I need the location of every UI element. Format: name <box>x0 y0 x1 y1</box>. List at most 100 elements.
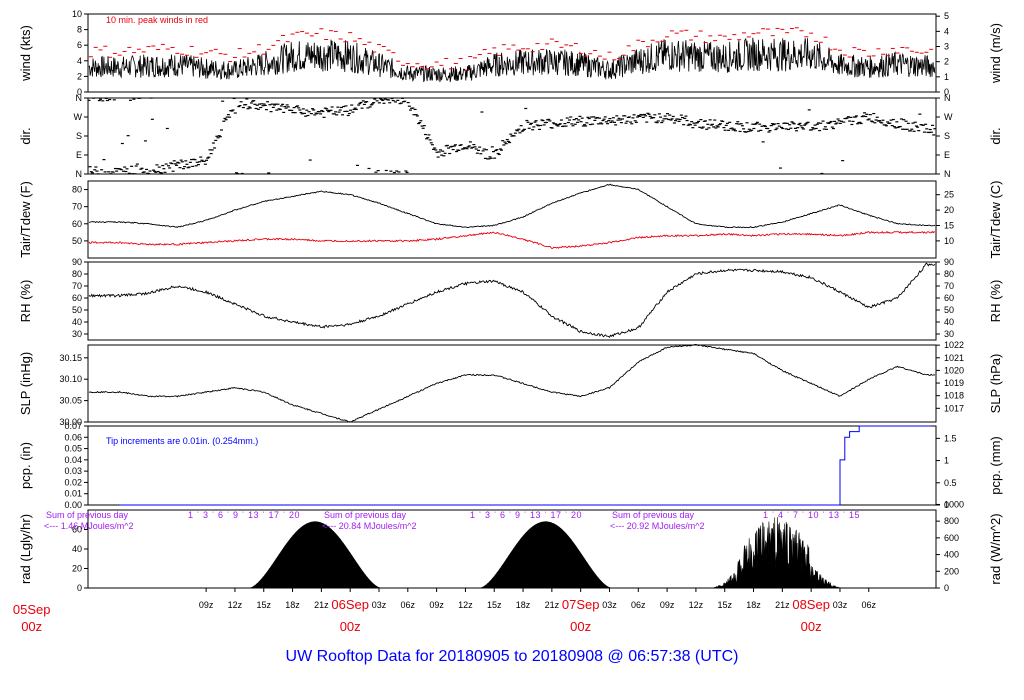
temp-right-ticklabel: 20 <box>944 205 954 215</box>
pcp-left-ticklabel: 0.02 <box>64 477 82 487</box>
rad-day-area-0 <box>249 521 381 589</box>
rad-left-ticklabel: 20 <box>72 564 82 574</box>
slp-left-ticklabel: 30.10 <box>59 374 82 384</box>
rad-day-area-2 <box>711 517 842 589</box>
temp-ylabel-left: Tair/Tdew (F) <box>18 181 33 258</box>
time-hour-label: 12z <box>228 600 243 610</box>
panel-frame-2 <box>87 180 937 259</box>
dir-right-ticklabel: W <box>944 112 953 122</box>
wind-right-ticklabel: 3 <box>944 42 949 52</box>
temp-right-ticklabel: 15 <box>944 220 954 230</box>
slp-right-ticklabel: 1022 <box>944 340 964 350</box>
rad-sum-value: <--- 20.92 MJoules/m^2 <box>610 521 705 531</box>
pcp-left-ticklabel: 0.05 <box>64 444 82 454</box>
time-hour-label: 15z <box>717 600 732 610</box>
pcp-right-ticklabel: 0.5 <box>944 478 957 488</box>
dir-right-ticklabel: N <box>944 169 951 179</box>
wind-ylabel-left: wind (kts) <box>18 25 33 82</box>
dir-left-ticklabel: S <box>76 131 82 141</box>
rad-hour-ticks: 1 ˈ 4 ˈ 7 ˈ 10 ˈ 13 ˈ 15 <box>763 510 860 520</box>
time-hour-label: 15z <box>256 600 271 610</box>
pcp-right-ticklabel: 1.5 <box>944 433 957 443</box>
dir-ylabel-left: dir. <box>18 127 33 144</box>
wind-left-ticklabel: 10 <box>72 9 82 19</box>
time-hour-label: 18z <box>516 600 531 610</box>
pcp-ylabel-right: pcp. (mm) <box>988 436 1003 495</box>
dir-right-ticklabel: S <box>944 131 950 141</box>
time-hour-label: 06z <box>401 600 416 610</box>
rh-right-ticklabel: 70 <box>944 281 954 291</box>
temp-right-ticklabel: 25 <box>944 190 954 200</box>
rad-sum-value: <--- 20.84 MJoules/m^2 <box>322 521 417 531</box>
rh-left-ticklabel: 60 <box>72 293 82 303</box>
time-hour-label: 12z <box>458 600 473 610</box>
dir-right-ticklabel: E <box>944 150 950 160</box>
time-hour-label: 21z <box>545 600 560 610</box>
wind-right-ticklabel: 5 <box>944 11 949 21</box>
rad-left-ticklabel: 60 <box>72 525 82 535</box>
time-hour-label: 06z <box>631 600 646 610</box>
wind-right-ticklabel: 4 <box>944 26 949 36</box>
rh-right-ticklabel: 90 <box>944 257 954 267</box>
rh-line <box>88 262 936 339</box>
temp-ylabel-right: Tair/Tdew (C) <box>988 180 1003 258</box>
wind-left-ticklabel: 2 <box>77 71 82 81</box>
time-hour-label: 21z <box>775 600 790 610</box>
wind-right-ticklabel: 1 <box>944 72 949 82</box>
rad-sum-label: Sum of previous day <box>612 510 695 520</box>
time-hour-label: 15z <box>487 600 502 610</box>
rad-right-ticklabel: 0 <box>944 583 949 593</box>
rh-left-ticklabel: 80 <box>72 269 82 279</box>
slp-line <box>88 343 936 423</box>
rh-left-ticklabel: 50 <box>72 305 82 315</box>
rad-right-ticklabel: 800 <box>944 516 959 526</box>
panel-frame-0 <box>87 13 937 93</box>
temp-left-ticklabel: 80 <box>72 185 82 195</box>
slp-left-ticklabel: 30.15 <box>59 353 82 363</box>
dir-left-ticklabel: N <box>76 169 83 179</box>
slp-right-ticklabel: 1017 <box>944 403 964 413</box>
rh-left-ticklabel: 90 <box>72 257 82 267</box>
rh-left-ticklabel: 40 <box>72 317 82 327</box>
pcp-ylabel-left: pcp. (in) <box>18 442 33 489</box>
time-hour-label: 03z <box>602 600 617 610</box>
wind-ylabel-right: wind (m/s) <box>988 23 1003 84</box>
wind-left-ticklabel: 0 <box>77 87 82 97</box>
wind-right-ticklabel: 0 <box>944 87 949 97</box>
dir-left-ticklabel: E <box>76 150 82 160</box>
wind-right-ticklabel: 2 <box>944 57 949 67</box>
rad-right-ticklabel: 1000 <box>944 499 964 509</box>
time-hour-label: 18z <box>285 600 300 610</box>
rad-right-ticklabel: 600 <box>944 533 959 543</box>
pcp-right-ticklabel: 0 <box>944 500 949 510</box>
rh-right-ticklabel: 50 <box>944 305 954 315</box>
rh-left-ticklabel: 70 <box>72 281 82 291</box>
dir-right-ticklabel: N <box>944 93 951 103</box>
wind-left-ticklabel: 6 <box>77 40 82 50</box>
time-day-label: 05Sep <box>13 602 51 617</box>
time-day-sub: 00z <box>801 619 822 634</box>
slp-ylabel-left: SLP (inHg) <box>18 352 33 415</box>
rad-hour-ticks: 1 ˈ 3 ˈ 6 ˈ 9 ˈ 13 ˈ 17 ˈ 20 <box>188 510 300 520</box>
pcp-left-ticklabel: 0.01 <box>64 489 82 499</box>
wind-left-ticklabel: 4 <box>77 56 82 66</box>
temp-left-ticklabel: 60 <box>72 219 82 229</box>
time-hour-label: 12z <box>689 600 704 610</box>
time-hour-label: 03z <box>372 600 387 610</box>
temp-right-ticklabel: 10 <box>944 236 954 246</box>
pcp-annotation: Tip increments are 0.01in. (0.254mm.) <box>106 436 258 446</box>
rh-right-ticklabel: 30 <box>944 329 954 339</box>
time-day-label: 06Sep <box>331 597 369 612</box>
time-day-label: 07Sep <box>562 597 600 612</box>
time-day-sub: 00z <box>21 619 42 634</box>
time-hour-label: 06z <box>862 600 877 610</box>
page-title: UW Rooftop Data for 20180905 to 20180908… <box>285 648 739 665</box>
rh-ylabel-left: RH (%) <box>18 280 33 323</box>
dir-left-ticklabel: W <box>74 112 83 122</box>
rad-ylabel-left: rad (Lgly/hr) <box>18 514 33 584</box>
rad-sum-label: Sum of previous day <box>46 510 129 520</box>
wind-speed-line <box>88 37 936 83</box>
pcp-left-ticklabel: 0.03 <box>64 466 82 476</box>
dir-left-ticklabel: N <box>76 93 83 103</box>
panel-frame-3 <box>87 261 937 341</box>
